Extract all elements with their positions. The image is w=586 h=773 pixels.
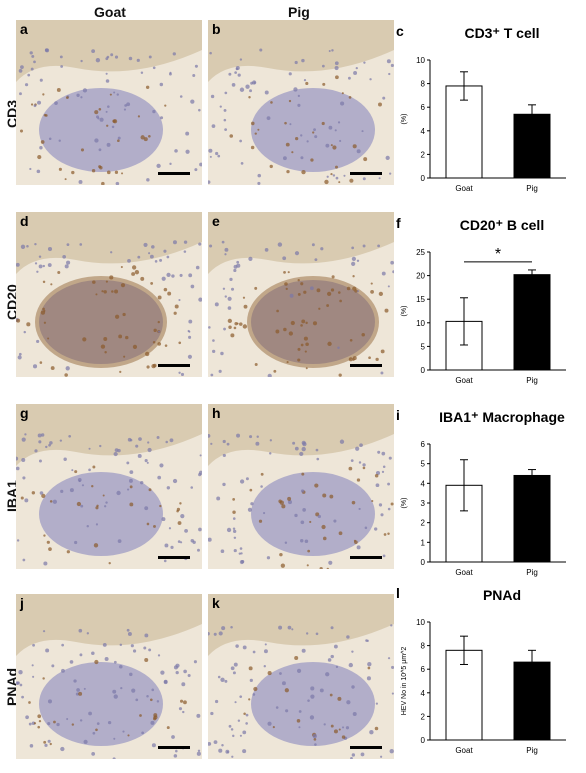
y-axis-label: (%) <box>401 498 408 509</box>
y-tick-label: 10 <box>416 319 425 328</box>
y-tick-label: 4 <box>421 479 426 488</box>
panel-label-h: h <box>212 405 221 421</box>
micrograph-k: k <box>208 594 394 759</box>
x-tick-label: Goat <box>455 184 473 193</box>
y-tick-label: 2 <box>421 519 426 528</box>
x-tick-label: Goat <box>455 746 473 755</box>
bar-goat <box>445 649 483 741</box>
chart-title: CD3⁺ T cell <box>464 25 539 41</box>
scale-bar <box>158 172 190 175</box>
chart-title: PNAd <box>483 587 521 603</box>
bar-pig <box>513 661 551 741</box>
scale-bar <box>158 746 190 749</box>
panel-label-b: b <box>212 21 221 37</box>
x-tick-label: Pig <box>526 746 538 755</box>
scale-bar <box>350 746 382 749</box>
y-axis-label: HEV No in 10^5 μm^2 <box>401 647 408 716</box>
bar-pig <box>513 274 551 371</box>
panel-label-a: a <box>20 21 28 37</box>
x-tick-label: Pig <box>526 568 538 577</box>
panel-label-g: g <box>20 405 29 421</box>
y-tick-label: 5 <box>421 460 426 469</box>
column-title-pig: Pig <box>288 4 310 20</box>
scale-bar <box>350 172 382 175</box>
y-tick-label: 10 <box>416 56 425 65</box>
y-axis-label: (%) <box>401 114 408 125</box>
column-title-goat: Goat <box>94 4 126 20</box>
panel-label-k: k <box>212 595 220 611</box>
micrograph-d: d <box>16 212 202 377</box>
significance-marker: * <box>495 246 501 263</box>
micrograph-b: b <box>208 20 394 185</box>
bar-pig <box>513 474 551 563</box>
y-tick-label: 8 <box>421 80 426 89</box>
panel-label-i: i <box>396 407 400 423</box>
y-tick-label: 4 <box>421 127 426 136</box>
scale-bar <box>350 556 382 559</box>
y-tick-label: 5 <box>421 342 426 351</box>
y-tick-label: 6 <box>421 103 426 112</box>
panel-label-d: d <box>20 213 29 229</box>
chart-panel-l: l PNAd 0 2 4 6 8 10 HEV No in 10^5 μm^2 Goat Pig <box>392 584 578 768</box>
y-tick-label: 25 <box>416 248 425 257</box>
bar-chart-cd20: f CD20⁺ B cell 0 5 10 15 20 25 (%) Goat Pig * <box>396 215 566 385</box>
y-tick-label: 6 <box>421 440 426 449</box>
panel-label-f: f <box>396 215 401 231</box>
chart-title: IBA1⁺ Macrophage <box>439 409 565 425</box>
y-tick-label: 3 <box>421 499 426 508</box>
x-tick-label: Pig <box>526 184 538 193</box>
bar-chart-pnad: l PNAd 0 2 4 6 8 10 HEV No in 10^5 μm^2 Goat Pig <box>396 585 566 755</box>
y-tick-label: 0 <box>421 736 426 745</box>
y-tick-label: 0 <box>421 558 426 567</box>
scale-bar <box>350 364 382 367</box>
x-tick-label: Goat <box>455 376 473 385</box>
panel-label-e: e <box>212 213 220 229</box>
chart-panel-i: i IBA1⁺ Macrophage 0 1 2 3 4 5 6 (%) Goat Pig <box>392 406 578 590</box>
y-tick-label: 1 <box>421 538 426 547</box>
y-tick-label: 10 <box>416 618 425 627</box>
micrograph-j: j <box>16 594 202 759</box>
y-tick-label: 15 <box>416 295 425 304</box>
micrograph-e: e <box>208 212 394 377</box>
micrograph-a: a <box>16 20 202 185</box>
y-tick-label: 6 <box>421 665 426 674</box>
y-tick-label: 8 <box>421 642 426 651</box>
y-tick-label: 20 <box>416 272 425 281</box>
scale-bar <box>158 364 190 367</box>
y-tick-label: 2 <box>421 150 426 159</box>
y-tick-label: 4 <box>421 689 426 698</box>
micrograph-g: g <box>16 404 202 569</box>
bar-pig <box>513 113 551 179</box>
panel-label-j: j <box>20 595 24 611</box>
bar-chart-cd3: c CD3⁺ T cell 0 2 4 6 8 10 (%) Goat Pig <box>396 23 566 193</box>
panel-label-l: l <box>396 585 400 601</box>
x-tick-label: Goat <box>455 568 473 577</box>
chart-panel-c: c CD3⁺ T cell 0 2 4 6 8 10 (%) Goat Pig <box>392 22 578 206</box>
chart-panel-f: f CD20⁺ B cell 0 5 10 15 20 25 (%) Goat Pig * <box>392 214 578 398</box>
x-tick-label: Pig <box>526 376 538 385</box>
bar-chart-iba1: i IBA1⁺ Macrophage 0 1 2 3 4 5 6 (%) Goat Pig <box>396 407 566 577</box>
micrograph-h: h <box>208 404 394 569</box>
y-tick-label: 2 <box>421 712 426 721</box>
y-tick-label: 0 <box>421 366 426 375</box>
y-tick-label: 0 <box>421 174 426 183</box>
scale-bar <box>158 556 190 559</box>
chart-title: CD20⁺ B cell <box>460 217 544 233</box>
panel-label-c: c <box>396 23 404 39</box>
y-axis-label: (%) <box>401 306 408 317</box>
